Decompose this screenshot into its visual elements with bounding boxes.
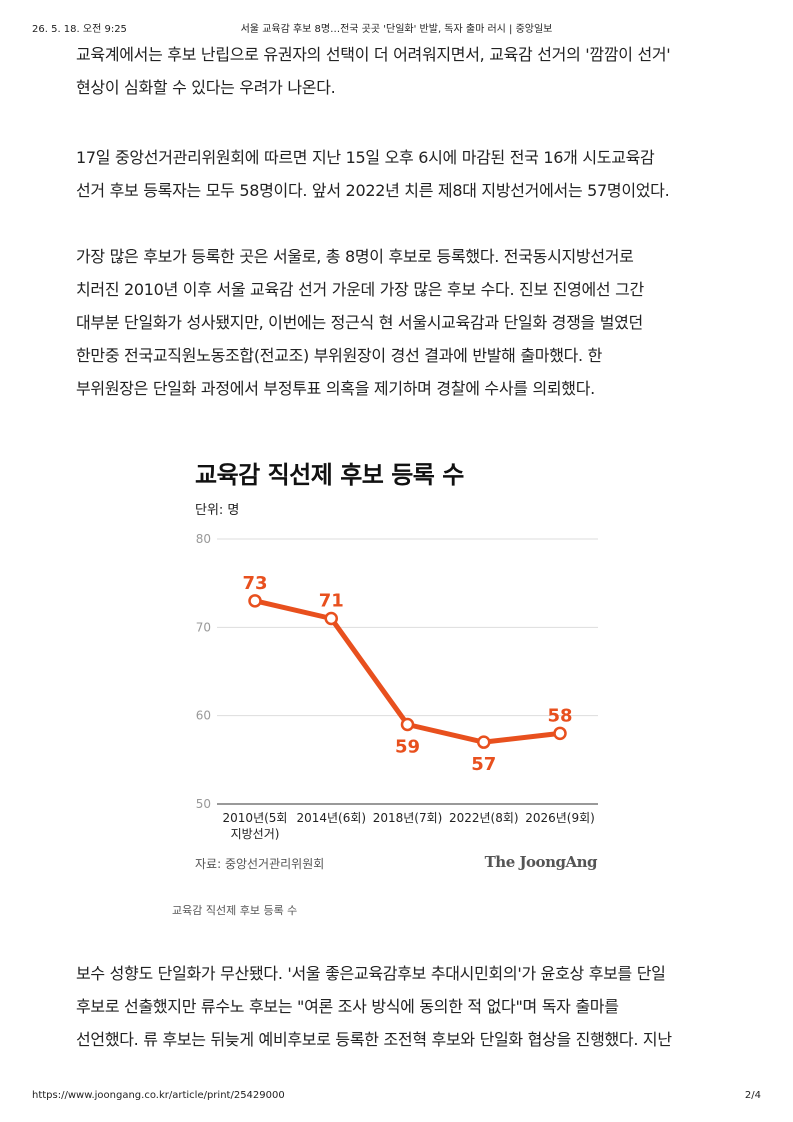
data-label: 57 — [471, 754, 496, 775]
print-page-number: 2/4 — [744, 1090, 761, 1101]
paragraph-line: 가장 많은 후보가 등록한 곳은 서울로, 총 8명이 후보로 등록했다. 전국… — [76, 247, 634, 266]
paragraph-line: 치러진 2010년 이후 서울 교육감 선거 가운데 가장 많은 후보 수다. … — [76, 280, 644, 299]
paragraph-line: 선거 후보 등록자는 모두 58명이다. 앞서 2022년 치른 제8대 지방선… — [76, 181, 670, 200]
x-tick-label: 2014년(6회) — [296, 811, 366, 825]
y-tick-label: 50 — [196, 797, 211, 811]
data-label: 59 — [395, 737, 420, 758]
article-paragraph-4: 보수 성향도 단일화가 무산됐다. '서울 좋은교육감후보 추대시민회의'가 윤… — [76, 957, 736, 1056]
data-label: 58 — [547, 705, 572, 726]
data-point — [248, 594, 262, 608]
paragraph-line: 후보로 선출했지만 류수노 후보는 "여론 조사 방식에 동의한 적 없다"며 … — [76, 997, 619, 1016]
data-point — [400, 717, 415, 732]
figure-caption: 교육감 직선제 후보 등록 수 — [172, 904, 298, 917]
article-paragraph-2: 17일 중앙선거관리위원회에 따르면 지난 15일 오후 6시에 마감된 전국 … — [76, 141, 736, 207]
paragraph-line: 대부분 단일화가 성사됐지만, 이번에는 정근식 현 서울시교육감과 단일화 경… — [76, 313, 643, 332]
print-datetime: 26. 5. 18. 오전 9:25 — [32, 24, 127, 35]
y-tick-label: 80 — [196, 532, 211, 546]
data-point — [324, 611, 338, 626]
chart-source: 자료: 중앙선거관리위원회 — [195, 857, 325, 871]
chart-figure: 교육감 직선제 후보 등록 수 단위: 명 50 60 70 80 2010년(5회 지방… — [195, 455, 605, 875]
paragraph-line: 현상이 심화할 수 있다는 우려가 나온다. — [76, 78, 336, 97]
line-chart: 50 60 70 80 2010년(5회 지방선거) 2014년(6회) 2018년(7회) 2… — [196, 532, 598, 841]
print-header: 26. 5. 18. 오전 9:25 서울 교육감 후보 8명…전국 곳곳 '단… — [0, 20, 793, 35]
x-tick-label: 2010년(5회 지방선거) — [223, 811, 288, 841]
x-tick-label: 2026년(9회) — [525, 811, 595, 825]
paragraph-line: 부위원장은 단일화 과정에서 부정투표 의혹을 제기하며 경찰에 수사를 의뢰했… — [76, 379, 595, 398]
paragraph-line: 교육계에서는 후보 난립으로 유권자의 선택이 더 어려워지면서, 교육감 선거… — [76, 45, 671, 64]
data-label: 71 — [319, 591, 344, 612]
publisher-logo: The JoongAng — [484, 853, 598, 871]
y-tick-label: 70 — [196, 620, 211, 634]
paragraph-line: 한만중 전국교직원노동조합(전교조) 부위원장이 경선 결과에 반발해 출마했다… — [76, 346, 603, 365]
print-footer: https://www.joongang.co.kr/article/print… — [0, 1090, 793, 1104]
paragraph-line: 선언했다. 류 후보는 뒤늦게 예비후보로 등록한 조전혁 후보와 단일화 협상… — [76, 1030, 672, 1049]
article-paragraph-3: 가장 많은 후보가 등록한 곳은 서울로, 총 8명이 후보로 등록했다. 전국… — [76, 240, 736, 405]
data-label: 73 — [242, 573, 267, 594]
data-point — [553, 726, 567, 741]
chart-title: 교육감 직선제 후보 등록 수 — [195, 461, 464, 489]
print-page-title: 서울 교육감 후보 8명…전국 곳곳 '단일화' 반발, 독자 출마 러시 | … — [240, 24, 553, 35]
x-tick-label: 2022년(8회) — [449, 811, 519, 825]
paragraph-line: 17일 중앙선거관리위원회에 따르면 지난 15일 오후 6시에 마감된 전국 … — [76, 148, 655, 167]
print-url: https://www.joongang.co.kr/article/print… — [32, 1090, 285, 1101]
article-paragraph-1: 교육계에서는 후보 난립으로 유권자의 선택이 더 어려워지면서, 교육감 선거… — [76, 38, 736, 104]
y-tick-label: 60 — [196, 709, 211, 723]
data-point — [477, 735, 491, 749]
x-tick-label: 2018년(7회) — [373, 811, 443, 825]
chart-unit-label: 단위: 명 — [195, 503, 240, 518]
paragraph-line: 보수 성향도 단일화가 무산됐다. '서울 좋은교육감후보 추대시민회의'가 윤… — [76, 964, 666, 983]
